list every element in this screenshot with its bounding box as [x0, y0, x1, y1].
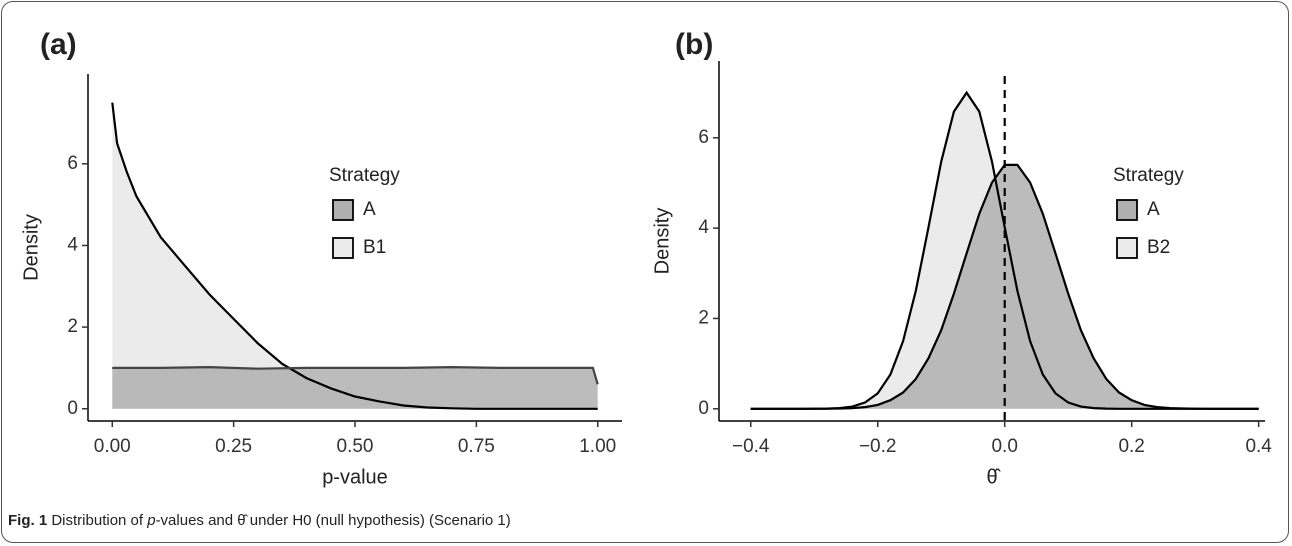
y-axis-label: Density	[651, 208, 673, 275]
legend-label: B2	[1147, 237, 1170, 258]
panel-label: (b)	[675, 28, 713, 61]
y-tick-label: 4	[698, 217, 709, 238]
legend-label: B1	[363, 237, 386, 258]
caption-text: p	[147, 512, 156, 529]
legend-label: A	[1147, 199, 1160, 220]
legend-swatch	[332, 199, 354, 221]
y-tick-label: 2	[698, 307, 709, 328]
caption-text: Distribution of	[51, 512, 148, 529]
caption-text: -values and	[155, 512, 238, 529]
x-tick-label: 0.75	[458, 436, 495, 457]
x-tick-label: 0.25	[215, 436, 252, 457]
legend-title: Strategy	[329, 165, 400, 186]
legend-swatch	[1116, 237, 1138, 259]
legend-swatch	[1116, 199, 1138, 221]
x-axis-label: p-value	[322, 466, 388, 488]
density-line	[111, 102, 598, 410]
y-tick-label: 6	[698, 127, 709, 148]
y-tick-label: 6	[67, 153, 78, 174]
y-tick-label: 0	[698, 398, 709, 419]
x-tick-label: −0.2	[859, 436, 897, 457]
density-line	[750, 163, 1259, 410]
x-tick-label: −0.4	[732, 436, 770, 457]
legend-label: A	[363, 199, 376, 220]
caption-text: under H0 (null hypothesis) (Scenario 1)	[245, 512, 511, 529]
y-tick-label: 4	[67, 234, 78, 255]
x-axis-label: θ̂	[986, 466, 1001, 488]
x-tick-label: 0.50	[337, 436, 374, 457]
density-area	[112, 102, 598, 409]
caption: Fig. 1 Distribution of p-values and θ̂ u…	[8, 512, 511, 529]
density-area	[112, 367, 598, 409]
y-tick-label: 2	[67, 316, 78, 337]
legend-swatch	[332, 237, 354, 259]
x-tick-label: 0.0	[991, 436, 1017, 457]
legend-title: Strategy	[1113, 165, 1184, 186]
x-tick-label: 0.00	[94, 436, 131, 457]
density-line	[112, 365, 599, 385]
x-tick-label: 0.2	[1118, 436, 1144, 457]
y-axis-label: Density	[20, 214, 42, 281]
y-tick-label: 0	[67, 398, 78, 419]
density-line	[750, 90, 1259, 410]
caption-label: Fig. 1	[8, 512, 48, 529]
caption-text: θ̂	[237, 512, 246, 529]
x-tick-label: 1.00	[579, 436, 616, 457]
panel-label: (a)	[40, 28, 77, 61]
x-tick-label: 0.4	[1245, 436, 1272, 457]
